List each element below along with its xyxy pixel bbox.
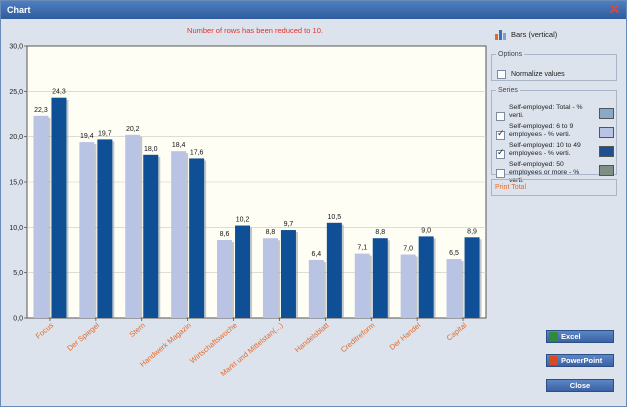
bar bbox=[171, 151, 187, 318]
close-icon[interactable]: ✕ bbox=[608, 1, 621, 17]
data-label: 6,4 bbox=[311, 251, 321, 258]
bar bbox=[79, 142, 95, 318]
excel-icon bbox=[549, 332, 558, 341]
series-checkbox-50-plus[interactable] bbox=[496, 169, 505, 178]
category-label: Focus bbox=[34, 320, 56, 340]
series-color-swatch[interactable] bbox=[599, 165, 614, 176]
category-label: Der Handel bbox=[388, 320, 423, 351]
data-label: 8,6 bbox=[220, 231, 230, 238]
category-label: Handelsblatt bbox=[293, 320, 331, 354]
y-tick-label: 5,0 bbox=[13, 270, 23, 277]
chart-area: Number of rows has been reduced to 10. 0… bbox=[5, 22, 487, 405]
bar bbox=[372, 238, 388, 318]
data-label: 8,8 bbox=[266, 229, 276, 236]
series-item-50-plus[interactable]: Self-employed: 50 employees or more - % … bbox=[496, 161, 614, 185]
y-tick-label: 10,0 bbox=[9, 225, 23, 232]
series-label-50-plus: Self-employed: 50 employees or more - % … bbox=[509, 161, 580, 184]
bar bbox=[235, 225, 251, 318]
category-label: Creditreform bbox=[339, 321, 377, 355]
bar bbox=[308, 259, 324, 318]
chart-type-label: Bars (vertical) bbox=[511, 30, 558, 39]
bar bbox=[262, 238, 278, 318]
y-tick-label: 20,0 bbox=[9, 134, 23, 141]
bar bbox=[326, 222, 342, 318]
window-title: Chart bbox=[7, 5, 31, 15]
normalize-checkbox[interactable] bbox=[497, 70, 506, 79]
series-legend: Series bbox=[498, 87, 518, 94]
data-label: 9,7 bbox=[284, 221, 294, 228]
bar bbox=[143, 154, 159, 318]
normalize-option[interactable]: Normalize values bbox=[497, 70, 565, 79]
powerpoint-button[interactable]: PowerPoint bbox=[546, 354, 614, 367]
row-reduction-notice: Number of rows has been reduced to 10. bbox=[187, 26, 323, 35]
data-label: 10,5 bbox=[328, 214, 342, 221]
excel-button-label: Excel bbox=[561, 332, 581, 341]
data-label: 18,0 bbox=[144, 146, 158, 153]
series-group: Series Self-employed: Total - % verti. S… bbox=[491, 87, 617, 184]
data-label: 7,0 bbox=[403, 246, 413, 253]
bar bbox=[400, 254, 416, 318]
excel-button[interactable]: Excel bbox=[546, 330, 614, 343]
bar bbox=[97, 139, 113, 318]
series-color-swatch[interactable] bbox=[599, 127, 614, 138]
bar bbox=[280, 230, 296, 318]
options-legend: Options bbox=[498, 51, 523, 58]
bar bbox=[464, 237, 480, 318]
data-label: 17,6 bbox=[190, 149, 204, 156]
powerpoint-button-label: PowerPoint bbox=[561, 356, 603, 365]
category-label: Wirtschaftswoche bbox=[188, 321, 239, 366]
close-button-label: Close bbox=[569, 381, 591, 390]
y-tick-label: 15,0 bbox=[9, 180, 23, 187]
y-tick-label: 0,0 bbox=[13, 316, 23, 323]
bar-chart: 0,0 5,0 10,0 15,0 20,0 25,0 30,0 22,3 24,3 Focus 1… bbox=[9, 44, 487, 378]
bar bbox=[217, 240, 233, 318]
series-item-total[interactable]: Self-employed: Total - % verti. bbox=[496, 104, 614, 121]
data-label: 19,7 bbox=[98, 130, 112, 137]
powerpoint-icon bbox=[549, 356, 558, 365]
bar bbox=[189, 158, 205, 318]
normalize-label: Normalize values bbox=[511, 71, 565, 78]
category-label: Stern bbox=[128, 321, 148, 339]
series-label-6-9: Self-employed: 6 to 9 employees - % vert… bbox=[509, 123, 574, 138]
bar-chart-icon bbox=[495, 30, 507, 40]
chart-type-selector[interactable]: Bars (vertical) bbox=[495, 28, 557, 42]
options-group: Options Normalize values bbox=[491, 51, 617, 81]
bar bbox=[354, 253, 370, 318]
y-tick-label: 30,0 bbox=[9, 44, 23, 51]
data-label: 9,0 bbox=[421, 227, 431, 234]
series-item-6-9[interactable]: Self-employed: 6 to 9 employees - % vert… bbox=[496, 123, 614, 140]
data-label: 10,2 bbox=[236, 217, 250, 224]
bar bbox=[51, 97, 67, 319]
data-label: 19,4 bbox=[80, 133, 94, 140]
series-checkbox-total[interactable] bbox=[496, 112, 505, 121]
category-label: Der Spiegel bbox=[65, 320, 101, 352]
y-tick-label: 25,0 bbox=[9, 89, 23, 96]
data-label: 8,9 bbox=[467, 228, 477, 235]
data-label: 6,5 bbox=[449, 250, 459, 257]
category-label: Capital bbox=[445, 320, 469, 342]
series-label-total: Self-employed: Total - % verti. bbox=[509, 104, 583, 119]
series-checkbox-6-9[interactable] bbox=[496, 129, 505, 140]
series-color-swatch[interactable] bbox=[599, 108, 614, 119]
data-label: 8,8 bbox=[375, 229, 385, 236]
series-label-10-49: Self-employed: 10 to 49 employees - % ve… bbox=[509, 142, 581, 157]
title-bar: Chart ✕ bbox=[1, 1, 626, 19]
bar bbox=[125, 134, 141, 318]
data-label: 22,3 bbox=[34, 107, 48, 114]
data-label: 7,1 bbox=[357, 245, 367, 252]
data-label: 24,3 bbox=[52, 89, 66, 96]
series-color-swatch[interactable] bbox=[599, 146, 614, 157]
bar bbox=[446, 259, 462, 318]
data-label: 20,2 bbox=[126, 126, 140, 133]
print-total-option[interactable]: Print Total bbox=[491, 179, 617, 196]
close-button[interactable]: Close bbox=[546, 379, 614, 392]
series-checkbox-10-49[interactable] bbox=[496, 148, 505, 159]
bar bbox=[33, 115, 49, 319]
bar bbox=[418, 236, 434, 318]
data-label: 18,4 bbox=[172, 142, 186, 149]
series-item-10-49[interactable]: Self-employed: 10 to 49 employees - % ve… bbox=[496, 142, 614, 159]
